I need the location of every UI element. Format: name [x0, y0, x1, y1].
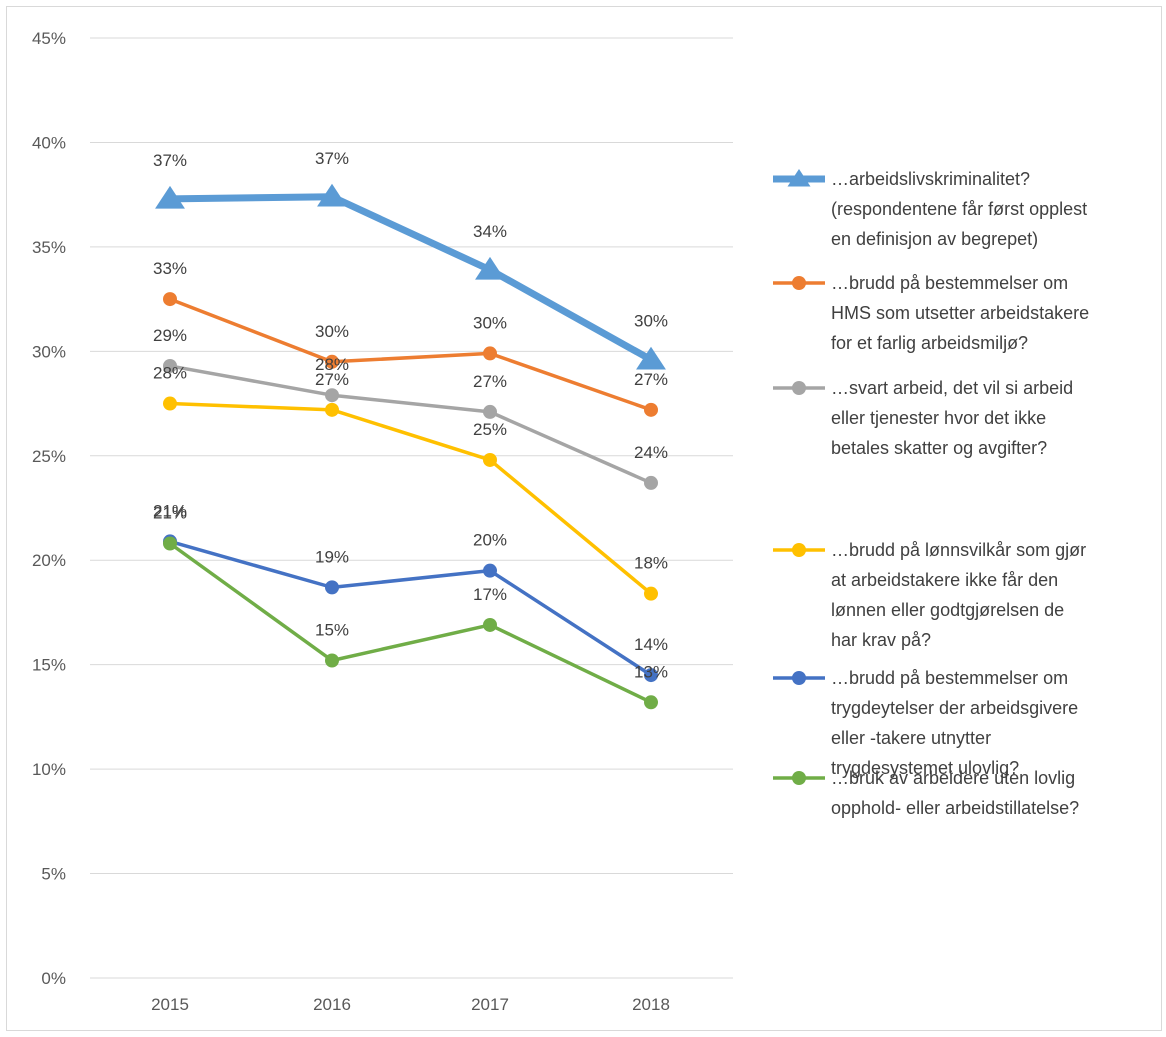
- series-1-point: [325, 354, 339, 369]
- data-label: 19%: [315, 547, 349, 566]
- data-label: 37%: [153, 151, 187, 170]
- legend-entry-text: trygdesystemet ulovlig?: [831, 758, 1019, 778]
- series-5-point: [644, 695, 658, 710]
- data-labels: 37% 37%34%30%33%30% 30%27%29%28%27%24%28% 2…: [153, 149, 668, 682]
- legend-marker-5: [792, 771, 806, 785]
- data-label: 33%: [153, 259, 187, 278]
- series-5-point: [325, 653, 339, 668]
- legend-entry-text: HMS som utsetter arbeidstakere: [831, 303, 1089, 323]
- series-2-point: [483, 404, 497, 419]
- data-label: 20%: [473, 531, 507, 550]
- legend-entry-text: …brudd på bestemmelser om: [831, 273, 1068, 293]
- series-line-0: [166, 193, 655, 364]
- data-label: 28%: [315, 355, 349, 374]
- legend-entry-text: …svart arbeid, det vil si arbeid: [831, 378, 1073, 398]
- legend-marker-2: [792, 381, 806, 395]
- series-4-point: [325, 580, 339, 595]
- y-tick-label: 35%: [32, 238, 66, 257]
- y-tick-label: 40%: [32, 133, 66, 152]
- series-4-point: [644, 668, 658, 683]
- data-label: 34%: [473, 222, 507, 241]
- y-tick-label: 5%: [41, 865, 66, 884]
- series-3-point: [483, 452, 497, 467]
- legend-marker-4: [792, 671, 806, 685]
- data-label: 27%: [634, 370, 668, 389]
- legend-entry-text: har krav på?: [831, 630, 931, 650]
- legend-marker-0: [787, 169, 811, 187]
- legend-entry-text: at arbeidstakere ikke får den: [831, 570, 1058, 590]
- series: [155, 183, 666, 710]
- data-label: 17%: [473, 585, 507, 604]
- data-label: 21%: [153, 501, 187, 520]
- data-label: 14%: [634, 635, 668, 654]
- legend-entry-text: for et farlig arbeidsmiljø?: [831, 333, 1028, 353]
- series-line-5: [168, 541, 653, 705]
- data-label: 27%: [473, 372, 507, 391]
- legend-entry-text: …brudd på bestemmelser om: [831, 668, 1068, 688]
- axes: 0% 5% 10% 15% 20% 25% 30% 35% 40% 45% 2015 2016 2017…: [32, 29, 670, 1014]
- legend-entry-text: eller tjenester hvor det ikke: [831, 408, 1046, 428]
- legend-entry-text: betales skatter og avgifter?: [831, 438, 1047, 458]
- x-tick-label: 2015: [151, 995, 189, 1014]
- data-label: 30%: [473, 313, 507, 332]
- legend-entry-text: opphold- eller arbeidstillatelse?: [831, 798, 1079, 818]
- y-tick-label: 15%: [32, 656, 66, 675]
- legend-entry-text: lønnen eller godtgjørelsen de: [831, 600, 1064, 620]
- series-line-2: [168, 364, 653, 485]
- series-3-point: [325, 402, 339, 417]
- y-tick-label: 45%: [32, 29, 66, 48]
- series-line-4: [168, 539, 653, 677]
- y-tick-label: 0%: [41, 969, 66, 988]
- legend-entry-text: …bruk av arbeidere uten lovlig: [831, 768, 1075, 788]
- data-label: 28%: [153, 364, 187, 383]
- x-tick-label: 2018: [632, 995, 670, 1014]
- legend-entry-text: trygdeytelser der arbeidsgivere: [831, 698, 1078, 718]
- legend-entry-text: en definisjon av begrepet): [831, 229, 1038, 249]
- series-2-point: [325, 388, 339, 403]
- data-label: 37%: [315, 149, 349, 168]
- legend: …arbeidslivskriminalitet? (respondentene …: [773, 169, 1089, 818]
- series-0-point: [636, 346, 666, 370]
- data-label: 15%: [315, 620, 349, 639]
- series-4-point: [483, 563, 497, 578]
- y-tick-label: 25%: [32, 447, 66, 466]
- series-5-point: [163, 536, 177, 551]
- legend-entry-text: (respondentene får først opplest: [831, 199, 1087, 219]
- data-label: 29%: [153, 326, 187, 345]
- series-3-point: [163, 396, 177, 411]
- series-0-point: [155, 185, 185, 209]
- data-label: 18%: [634, 554, 668, 573]
- data-label: 25%: [473, 420, 507, 439]
- x-tick-label: 2017: [471, 995, 509, 1014]
- x-tick-label: 2016: [313, 995, 351, 1014]
- data-label: 21%: [153, 504, 187, 523]
- series-0-point: [317, 183, 347, 207]
- y-tick-label: 30%: [32, 342, 66, 361]
- series-2-point: [644, 475, 658, 490]
- series-1-point: [644, 402, 658, 417]
- series-0-point: [475, 256, 505, 280]
- series-5-point: [483, 617, 497, 632]
- series-line-3: [168, 401, 653, 596]
- legend-marker-1: [792, 276, 806, 290]
- data-label: 24%: [634, 443, 668, 462]
- legend-entry-text: eller -takere utnytter: [831, 728, 991, 748]
- series-3-point: [644, 586, 658, 601]
- legend-entry-text: …brudd på lønnsvilkår som gjør: [831, 540, 1086, 560]
- y-tick-label: 10%: [32, 760, 66, 779]
- legend-entry-text: …arbeidslivskriminalitet?: [831, 169, 1030, 189]
- data-label: 30%: [315, 322, 349, 341]
- chart-frame: [6, 6, 1162, 1031]
- gridlines: [90, 37, 733, 979]
- series-2-point: [163, 358, 177, 373]
- series-1-point: [163, 292, 177, 307]
- data-label: 30%: [634, 312, 668, 331]
- data-label: 27%: [315, 370, 349, 389]
- legend-marker-3: [792, 543, 806, 557]
- series-line-1: [168, 297, 653, 412]
- data-label: 13%: [634, 662, 668, 681]
- y-tick-label: 20%: [32, 551, 66, 570]
- series-1-point: [483, 346, 497, 361]
